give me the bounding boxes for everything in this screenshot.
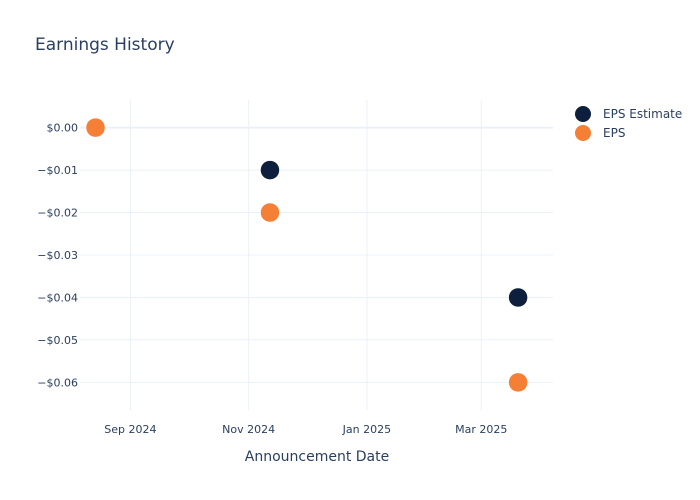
grid-layer — [80, 100, 553, 410]
x-tick-label: Sep 2024 — [104, 423, 156, 436]
y-tick-label: $0.00 — [47, 122, 79, 135]
y-tick-label: −$0.05 — [37, 334, 78, 347]
x-tick-label: Nov 2024 — [222, 423, 275, 436]
eps-point — [85, 117, 106, 138]
x-axis-ticks: Sep 2024 Nov 2024 Jan 2025 Mar 2025 — [104, 423, 507, 436]
data-markers — [85, 117, 528, 393]
legend-marker-eps-estimate — [575, 106, 591, 122]
x-axis-title: Announcement Date — [245, 449, 389, 465]
y-axis-ticks: $0.00 −$0.01 −$0.02 −$0.03 −$0.04 −$0.05 −$0.0… — [37, 122, 78, 390]
legend-label-eps-estimate: EPS Estimate — [603, 107, 682, 121]
x-tick-label: Jan 2025 — [342, 423, 391, 436]
eps-point — [508, 372, 528, 393]
legend-marker-eps — [575, 125, 591, 141]
eps-estimate-point — [508, 287, 528, 308]
eps-estimate-point — [260, 160, 280, 180]
legend-label-eps: EPS — [603, 126, 625, 140]
x-tick-label: Mar 2025 — [455, 423, 507, 436]
eps-point — [260, 202, 280, 223]
y-tick-label: −$0.01 — [37, 164, 78, 177]
y-tick-label: −$0.02 — [37, 207, 78, 220]
chart-title: Earnings History — [35, 35, 175, 55]
y-tick-label: −$0.04 — [37, 291, 78, 304]
y-tick-label: −$0.03 — [37, 249, 78, 262]
legend: EPS Estimate EPS — [575, 106, 682, 141]
y-tick-label: −$0.06 — [37, 376, 78, 389]
